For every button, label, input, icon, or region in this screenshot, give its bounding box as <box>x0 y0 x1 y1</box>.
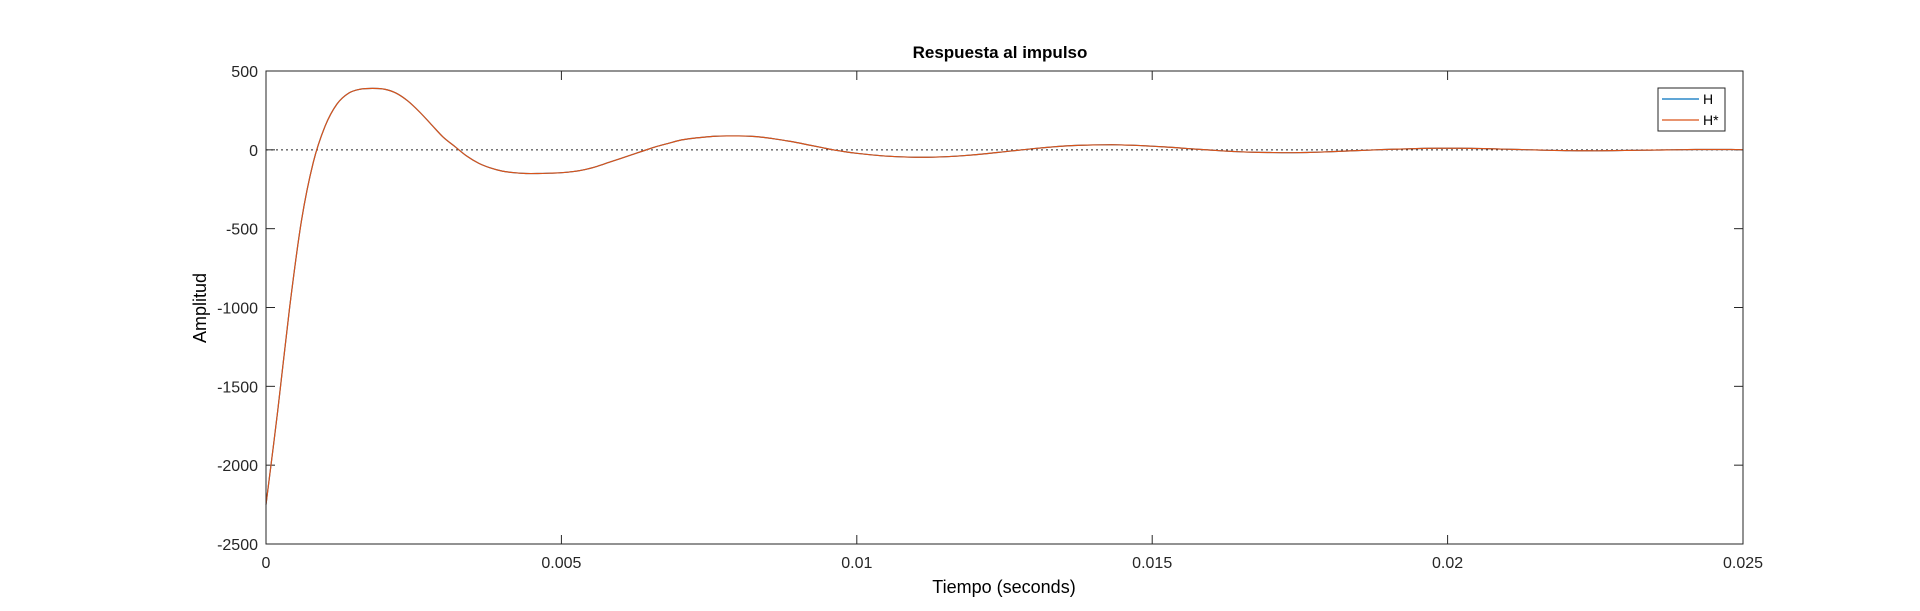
y-axis-label: Amplitud <box>190 273 210 343</box>
plot-area <box>266 71 1743 544</box>
x-tick-label: 0.025 <box>1723 555 1763 572</box>
y-tick-label: -2000 <box>217 458 258 475</box>
x-axis-ticks: 0 0.005 0.01 0.015 0.02 0.025 <box>262 71 1763 572</box>
x-tick-label: 0 <box>262 555 271 572</box>
x-axis-label: Tiempo (seconds) <box>932 577 1075 597</box>
y-tick-label: -2500 <box>217 537 258 554</box>
legend-label-h: H <box>1703 91 1713 107</box>
x-tick-label: 0.02 <box>1432 555 1463 572</box>
legend: H H* <box>1657 87 1726 132</box>
x-tick-label: 0.015 <box>1132 555 1172 572</box>
series-line-h-star <box>265 87 1744 505</box>
y-tick-label: -1000 <box>217 301 258 318</box>
y-tick-label: 0 <box>249 143 258 160</box>
x-tick-label: 0.005 <box>541 555 581 572</box>
x-tick-label: 0.01 <box>841 555 872 572</box>
y-tick-label: -500 <box>226 222 258 239</box>
plot-frame <box>265 70 1744 545</box>
series-lines <box>265 87 1744 505</box>
y-tick-label: -1500 <box>217 379 258 396</box>
y-tick-label: 500 <box>231 64 258 81</box>
legend-box <box>1657 87 1726 132</box>
chart-title: Respuesta al impulso <box>913 43 1088 62</box>
legend-label-h-star: H* <box>1703 112 1719 128</box>
